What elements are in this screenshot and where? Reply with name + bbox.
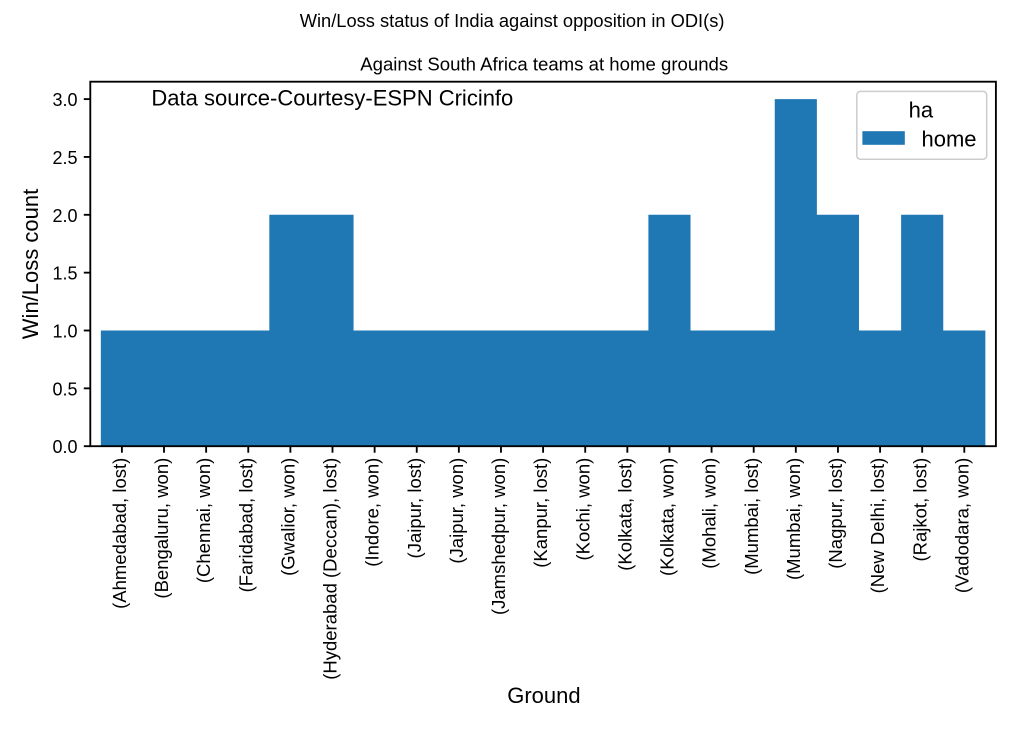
svg-text:1.0: 1.0 xyxy=(52,322,77,342)
svg-text:(Hyderabad (Deccan), lost): (Hyderabad (Deccan), lost) xyxy=(320,458,341,680)
svg-text:(Jaipur, lost): (Jaipur, lost) xyxy=(404,458,425,559)
svg-text:(Ahmedabad, lost): (Ahmedabad, lost) xyxy=(109,458,130,609)
svg-text:(Gwalior, won): (Gwalior, won) xyxy=(277,458,298,576)
svg-text:ha: ha xyxy=(909,98,934,123)
svg-text:(Chennai, won): (Chennai, won) xyxy=(193,458,214,583)
svg-text:Data source-Courtesy-ESPN Cric: Data source-Courtesy-ESPN Cricinfo xyxy=(151,85,513,110)
svg-text:3.0: 3.0 xyxy=(52,90,77,110)
svg-text:Against South Africa teams at: Against South Africa teams at home groun… xyxy=(360,53,728,74)
svg-text:(Mumbai, won): (Mumbai, won) xyxy=(783,458,804,580)
svg-text:(Nagpur, lost): (Nagpur, lost) xyxy=(825,458,846,569)
svg-text:(Rajkot, lost): (Rajkot, lost) xyxy=(909,458,930,562)
svg-text:(Mohali, won): (Mohali, won) xyxy=(699,458,720,569)
svg-text:1.5: 1.5 xyxy=(52,264,77,284)
svg-text:Win/Loss count: Win/Loss count xyxy=(18,189,43,339)
svg-text:(Kanpur, lost): (Kanpur, lost) xyxy=(530,458,551,568)
svg-text:(Mumbai, lost): (Mumbai, lost) xyxy=(741,458,762,575)
svg-text:(Faridabad, lost): (Faridabad, lost) xyxy=(235,458,256,593)
svg-text:home: home xyxy=(922,126,977,151)
svg-text:(Jaipur, won): (Jaipur, won) xyxy=(446,458,467,564)
svg-text:(Kochi, won): (Kochi, won) xyxy=(572,458,593,561)
svg-text:(New Delhi, lost): (New Delhi, lost) xyxy=(867,458,888,594)
svg-text:(Kolkata, won): (Kolkata, won) xyxy=(657,458,678,576)
svg-text:2.5: 2.5 xyxy=(52,148,77,168)
svg-text:(Kolkata, lost): (Kolkata, lost) xyxy=(614,458,635,571)
svg-text:(Vadodara, won): (Vadodara, won) xyxy=(951,458,972,593)
svg-text:Ground: Ground xyxy=(507,683,580,708)
svg-text:0.0: 0.0 xyxy=(52,437,77,457)
svg-text:2.0: 2.0 xyxy=(52,206,77,226)
svg-text:Win/Loss status of India again: Win/Loss status of India against opposit… xyxy=(300,10,725,31)
svg-text:(Indore, won): (Indore, won) xyxy=(362,458,383,567)
svg-text:0.5: 0.5 xyxy=(52,379,77,399)
svg-text:(Jamshedpur, won): (Jamshedpur, won) xyxy=(488,458,509,615)
svg-text:(Bengaluru, won): (Bengaluru, won) xyxy=(151,458,172,599)
